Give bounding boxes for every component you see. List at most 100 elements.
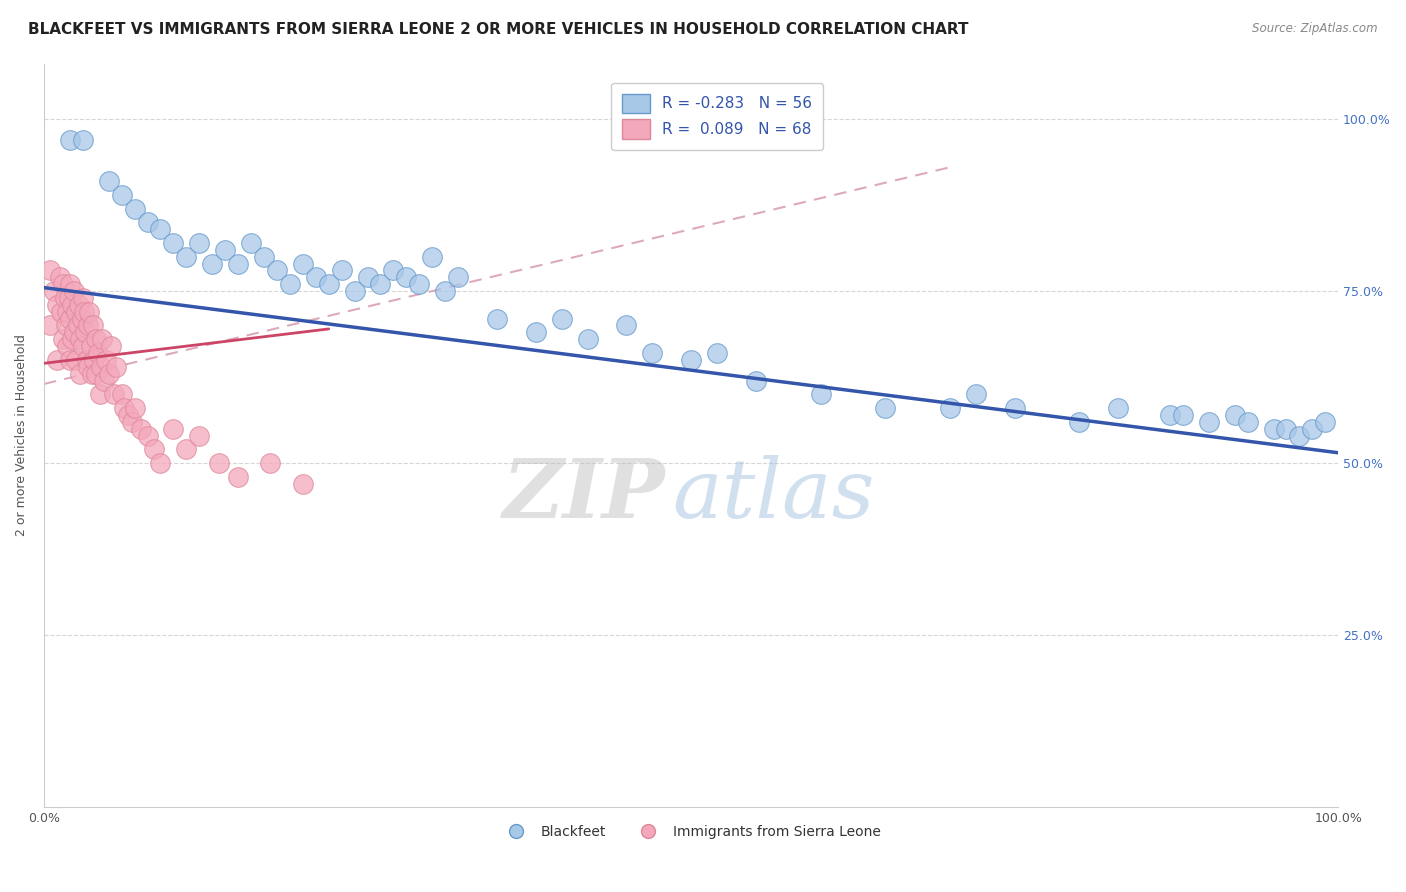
Point bbox=[100, 339, 122, 353]
Point bbox=[72, 291, 94, 305]
Point bbox=[576, 332, 599, 346]
Point bbox=[82, 318, 104, 333]
Point bbox=[1301, 422, 1323, 436]
Point bbox=[681, 352, 703, 367]
Point bbox=[45, 352, 67, 367]
Point bbox=[56, 304, 79, 318]
Point bbox=[62, 284, 84, 298]
Point bbox=[112, 401, 135, 415]
Point bbox=[143, 442, 166, 457]
Point bbox=[70, 311, 93, 326]
Point bbox=[111, 187, 134, 202]
Point bbox=[1236, 415, 1258, 429]
Point bbox=[80, 367, 103, 381]
Point bbox=[77, 304, 100, 318]
Point bbox=[72, 133, 94, 147]
Point bbox=[75, 326, 97, 340]
Point bbox=[188, 235, 211, 250]
Point bbox=[97, 174, 120, 188]
Point bbox=[136, 215, 159, 229]
Point bbox=[39, 263, 62, 277]
Point bbox=[79, 339, 101, 353]
Point bbox=[550, 311, 572, 326]
Point bbox=[52, 277, 75, 292]
Point bbox=[117, 408, 139, 422]
Text: BLACKFEET VS IMMIGRANTS FROM SIERRA LEONE 2 OR MORE VEHICLES IN HOUSEHOLD CORREL: BLACKFEET VS IMMIGRANTS FROM SIERRA LEON… bbox=[28, 22, 969, 37]
Point bbox=[706, 346, 728, 360]
Point bbox=[291, 256, 314, 270]
Point bbox=[162, 422, 184, 436]
Point bbox=[1275, 422, 1298, 436]
Point bbox=[266, 263, 288, 277]
Point bbox=[370, 277, 392, 292]
Point bbox=[83, 352, 105, 367]
Point bbox=[745, 374, 768, 388]
Point bbox=[84, 367, 107, 381]
Point bbox=[69, 332, 91, 346]
Point bbox=[39, 318, 62, 333]
Point bbox=[226, 256, 249, 270]
Point bbox=[810, 387, 832, 401]
Point bbox=[91, 332, 114, 346]
Point bbox=[53, 291, 76, 305]
Point bbox=[1315, 415, 1337, 429]
Point bbox=[240, 235, 263, 250]
Point bbox=[52, 332, 75, 346]
Point bbox=[965, 387, 987, 401]
Point bbox=[176, 250, 198, 264]
Point bbox=[59, 352, 82, 367]
Point bbox=[77, 318, 100, 333]
Point bbox=[62, 298, 84, 312]
Point bbox=[447, 270, 470, 285]
Point bbox=[291, 476, 314, 491]
Point bbox=[420, 250, 443, 264]
Point bbox=[67, 298, 90, 312]
Point bbox=[87, 346, 110, 360]
Point bbox=[73, 304, 96, 318]
Point bbox=[305, 270, 328, 285]
Point bbox=[343, 284, 366, 298]
Point bbox=[93, 374, 115, 388]
Point bbox=[84, 332, 107, 346]
Point bbox=[59, 311, 82, 326]
Point bbox=[97, 367, 120, 381]
Point bbox=[124, 401, 146, 415]
Point bbox=[65, 304, 87, 318]
Point bbox=[76, 352, 98, 367]
Point bbox=[226, 470, 249, 484]
Point bbox=[356, 270, 378, 285]
Point bbox=[616, 318, 638, 333]
Point bbox=[524, 326, 547, 340]
Point bbox=[48, 270, 70, 285]
Point bbox=[1198, 415, 1220, 429]
Point bbox=[395, 270, 418, 285]
Point bbox=[94, 352, 117, 367]
Point bbox=[1223, 408, 1246, 422]
Point bbox=[121, 415, 143, 429]
Point bbox=[485, 311, 508, 326]
Point bbox=[90, 359, 112, 374]
Point bbox=[89, 387, 111, 401]
Point bbox=[1107, 401, 1129, 415]
Point bbox=[44, 284, 66, 298]
Point bbox=[176, 442, 198, 457]
Point bbox=[56, 339, 79, 353]
Y-axis label: 2 or more Vehicles in Household: 2 or more Vehicles in Household bbox=[15, 334, 28, 536]
Point bbox=[77, 359, 100, 374]
Point bbox=[1159, 408, 1181, 422]
Point bbox=[1263, 422, 1285, 436]
Point bbox=[149, 222, 172, 236]
Point bbox=[259, 456, 281, 470]
Point bbox=[188, 428, 211, 442]
Point bbox=[278, 277, 301, 292]
Point bbox=[330, 263, 353, 277]
Point bbox=[45, 298, 67, 312]
Point bbox=[434, 284, 457, 298]
Point bbox=[136, 428, 159, 442]
Point bbox=[1004, 401, 1026, 415]
Point bbox=[253, 250, 276, 264]
Point bbox=[72, 339, 94, 353]
Point bbox=[65, 352, 87, 367]
Point bbox=[66, 318, 89, 333]
Point bbox=[1171, 408, 1194, 422]
